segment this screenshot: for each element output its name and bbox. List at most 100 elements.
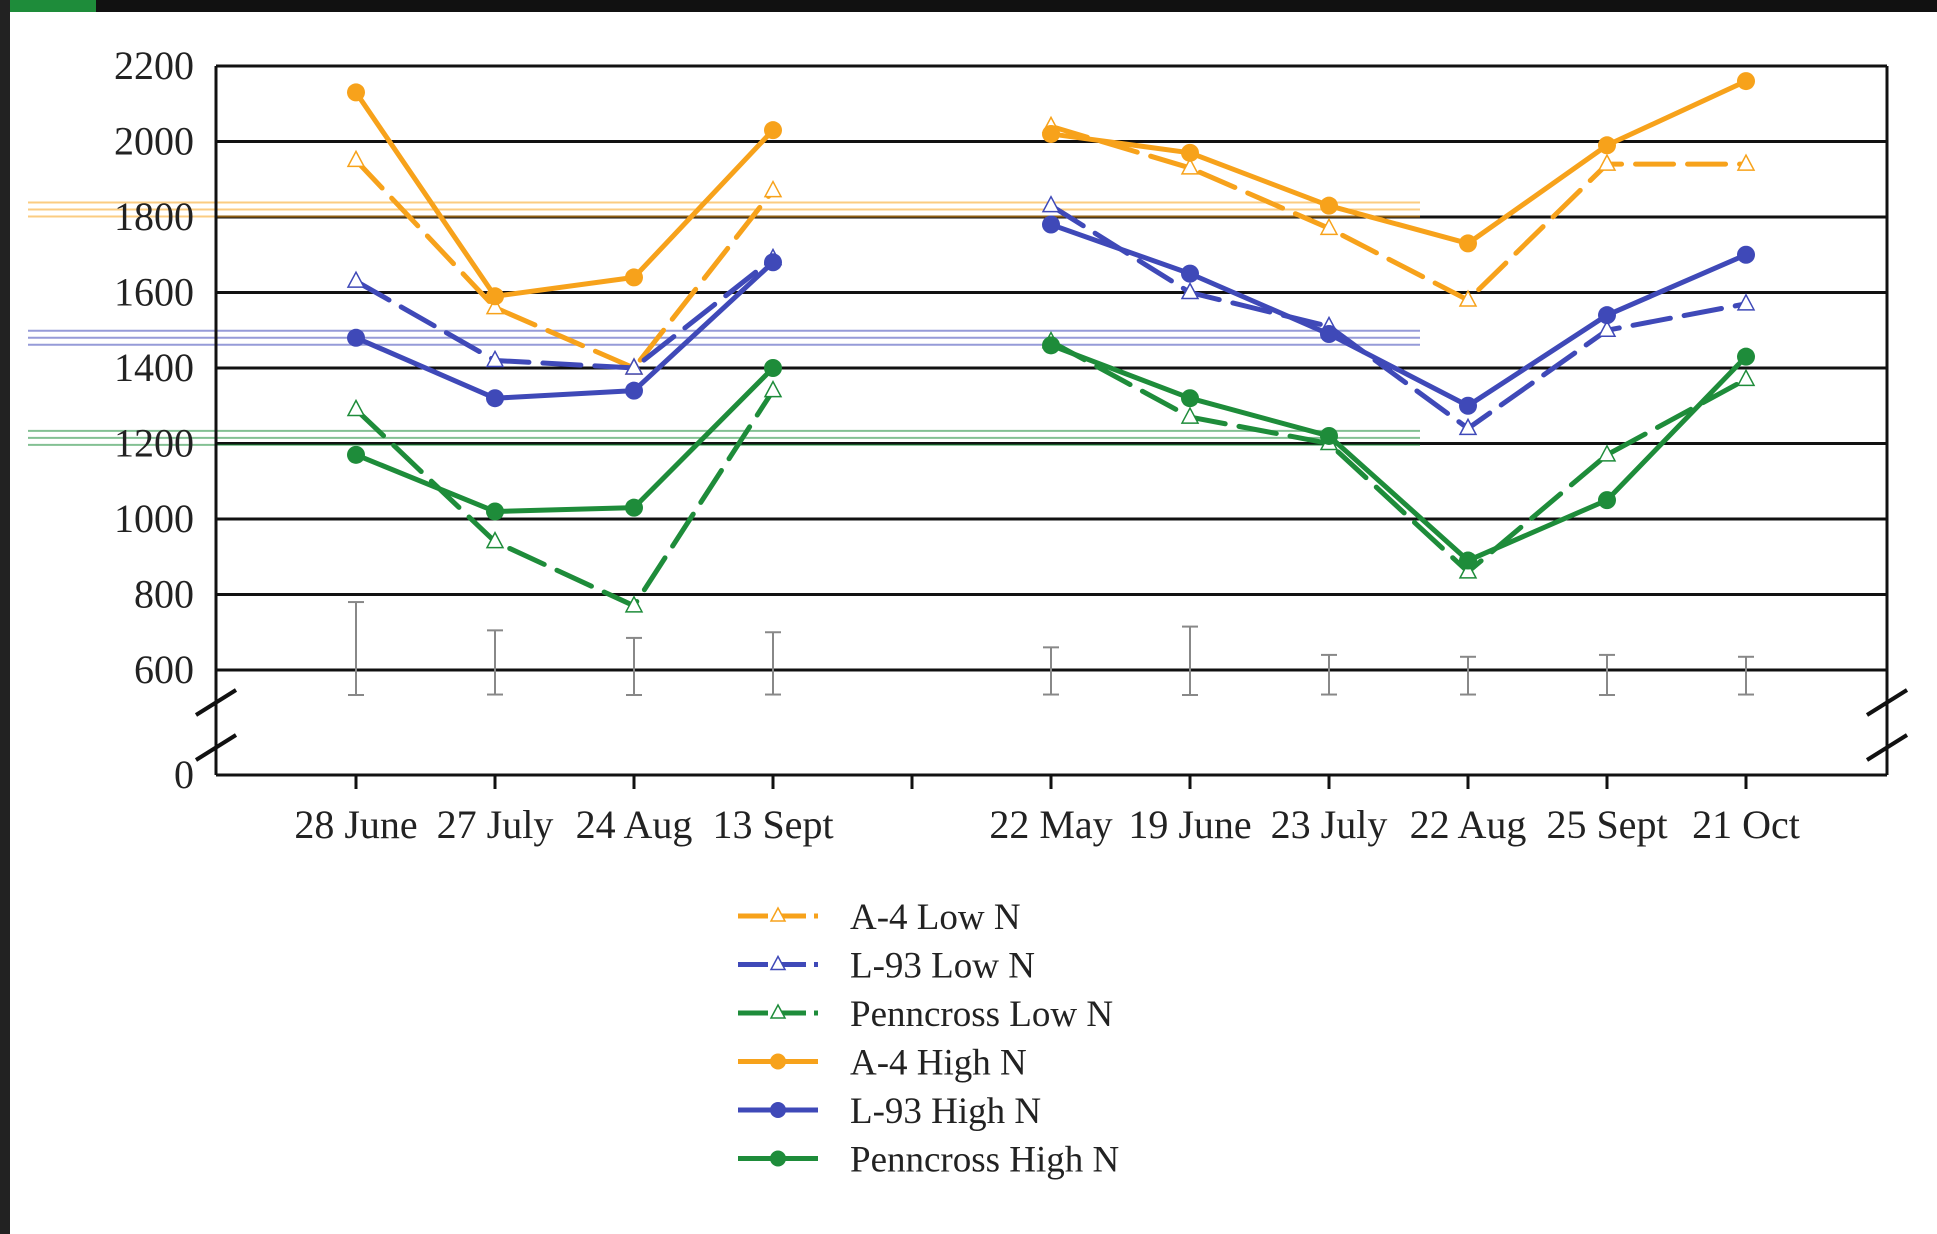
legend-label: L-93 High N (850, 1091, 1041, 1132)
legend-marker (769, 1003, 787, 1019)
data-point (1597, 319, 1617, 337)
data-point (486, 389, 504, 408)
left-border (0, 0, 10, 1234)
data-point (1737, 72, 1755, 91)
data-point (625, 268, 643, 287)
data-point (346, 270, 366, 288)
legend-item: L-93 Low N (738, 946, 1035, 987)
data-point (347, 328, 365, 347)
y-tick-label: 600 (134, 647, 194, 692)
series-a-4-high-n (347, 72, 1755, 306)
data-point (1180, 406, 1200, 424)
y-tick-label: 2000 (114, 119, 194, 164)
y-tick-label: 1600 (114, 270, 194, 315)
legend-item: Penncross High N (738, 1140, 1119, 1181)
data-point (763, 179, 783, 198)
legend-label: Penncross Low N (850, 994, 1113, 1035)
data-point (1042, 215, 1060, 234)
legend-label: A-4 Low N (850, 897, 1021, 938)
data-point (486, 502, 504, 521)
axis-break-mark (1865, 733, 1909, 762)
data-point (1597, 444, 1617, 462)
series-line (1048, 203, 1749, 431)
x-tick-label: 28 June (294, 802, 417, 847)
legend-item: A-4 Low N (738, 897, 1021, 938)
data-point (1737, 347, 1755, 366)
data-point (764, 253, 782, 272)
series-line (353, 388, 776, 609)
data-point (1181, 389, 1199, 408)
error-bars (348, 601, 1754, 696)
series-line (1048, 78, 1749, 246)
y-tick-label: 0 (174, 752, 194, 797)
x-tick-label: 25 Sept (1546, 802, 1667, 847)
series-line (1048, 123, 1749, 303)
data-point (347, 445, 365, 464)
data-point (764, 359, 782, 377)
data-point (1180, 281, 1200, 300)
data-point (346, 149, 366, 168)
data-point (1458, 289, 1478, 307)
legend-label: A-4 High N (850, 1043, 1027, 1084)
y-tick-labels: 0 600 800 1000 1200 1400 1600 1800 2000 2200 (114, 43, 194, 797)
y-tick-label: 1000 (114, 496, 194, 541)
x-tick-label: 24 Aug (576, 802, 693, 847)
data-point (346, 398, 366, 417)
legend-marker (769, 906, 787, 922)
mean-lines (28, 201, 1420, 446)
series-penncross-high-n (347, 336, 1755, 570)
series-group (346, 72, 1756, 613)
series-line (1048, 342, 1749, 564)
data-point (1181, 143, 1199, 162)
data-point (763, 380, 783, 398)
data-point (1181, 264, 1199, 283)
data-point (1737, 245, 1755, 264)
x-tick-label: 23 July (1271, 802, 1388, 847)
data-point (625, 498, 643, 517)
y-tick-label: 1800 (114, 194, 194, 239)
axis-break-mark (1865, 688, 1909, 717)
data-point (624, 357, 644, 375)
y-tick-label: 2200 (114, 43, 194, 88)
series-line (353, 259, 776, 401)
data-point (1180, 157, 1200, 175)
legend: A-4 Low N L-93 Low N Penncross Low N A-4 Hi… (738, 897, 1119, 1181)
data-point (1459, 551, 1477, 570)
data-point (1458, 561, 1478, 579)
data-point (1319, 217, 1339, 236)
axis-break-mark (194, 733, 238, 762)
axis-break-mark (194, 688, 238, 717)
legend-marker (769, 954, 787, 971)
data-point (347, 83, 365, 102)
data-point (1320, 196, 1338, 215)
top-bar-accent (0, 0, 96, 12)
legend-item: L-93 High N (738, 1091, 1041, 1132)
data-point (1597, 153, 1617, 171)
data-point (1459, 396, 1477, 415)
axes (194, 66, 1909, 789)
data-point (485, 531, 505, 549)
series-line (1048, 222, 1749, 409)
data-point (764, 121, 782, 140)
data-point (1458, 417, 1478, 436)
series-line (1048, 339, 1749, 575)
series-line (353, 89, 776, 299)
data-point (1736, 153, 1756, 171)
gridlines (216, 64, 1887, 672)
x-tick-label: 22 Aug (1410, 802, 1527, 847)
data-point (1041, 195, 1061, 213)
legend-label: L-93 Low N (850, 946, 1035, 987)
x-tick-label: 19 June (1128, 802, 1251, 847)
data-point (1598, 491, 1616, 510)
legend-marker (770, 1053, 786, 1070)
data-point (486, 287, 504, 306)
series-l-93-low-n (346, 195, 1756, 436)
data-point (1042, 124, 1060, 143)
data-point (1459, 234, 1477, 253)
legend-item: Penncross Low N (738, 994, 1113, 1035)
x-tick-labels: 28 June 27 July 24 Aug 13 Sept 22 May 19 June… (294, 802, 1800, 847)
legend-label: Penncross High N (850, 1140, 1119, 1181)
